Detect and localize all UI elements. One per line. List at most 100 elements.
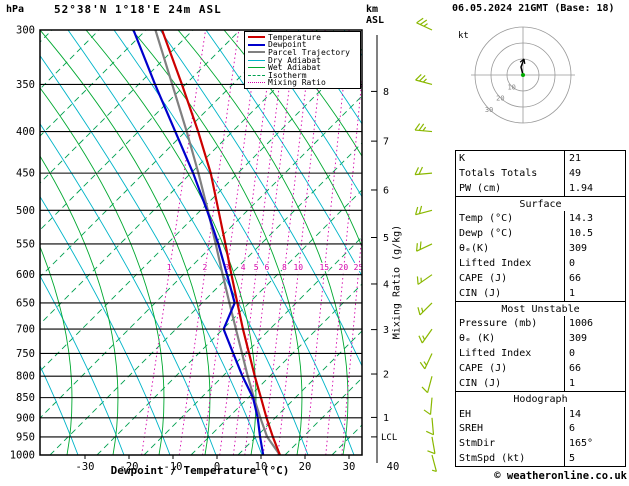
copyright: © weatheronline.co.uk — [494, 470, 627, 482]
mixing-ratio-value: 3 — [225, 263, 230, 272]
legend-item-mixing-ratio: Mixing Ratio — [248, 78, 360, 87]
pressure-unit-label: hPa — [6, 4, 25, 15]
row-value: 165° — [564, 436, 625, 452]
x-axis-label: Dewpoint / Temperature (°C) — [110, 464, 290, 477]
table-section-header-hodograph: Hodograph — [456, 390, 625, 407]
km-tick-label: 8 — [383, 87, 389, 98]
temp-tick-label: 10 — [255, 461, 268, 473]
lcl-label: LCL — [381, 433, 397, 443]
row-value: 49 — [564, 165, 625, 181]
km-asl-axis-label: km ASL — [366, 4, 385, 26]
datetime-title: 06.05.2024 21GMT (Base: 18) — [452, 3, 615, 14]
indices-table: K 21 Totals Totals 49 PW (cm) 1.94 Surface … — [455, 150, 626, 467]
row-label: PW (cm) — [459, 182, 502, 194]
row-value: 0 — [564, 256, 625, 271]
table-row: CAPE (J) 66 — [456, 361, 625, 376]
table-section-header-surface: Surface — [456, 195, 625, 212]
pressure-tick-label: 950 — [16, 431, 35, 443]
row-value: 14 — [564, 406, 625, 422]
km-tick-label: 7 — [383, 137, 389, 148]
legend-item-isotherm: Isotherm — [248, 71, 360, 80]
pressure-tick-label: 1000 — [10, 450, 35, 462]
pressure-tick-label: 500 — [16, 205, 35, 217]
row-value: 1 — [564, 375, 625, 391]
row-label: Lifted Index — [459, 257, 532, 269]
temp-tick-label: 20 — [299, 461, 312, 473]
row-label: K — [459, 152, 466, 164]
row-label: SREH — [459, 423, 484, 435]
row-value: 0 — [564, 346, 625, 362]
row-value: 6 — [564, 421, 625, 437]
mixing-ratio-value: 6 — [265, 263, 270, 272]
table-row: CAPE (J) 66 — [456, 270, 625, 286]
row-label: StmSpd (kt) — [459, 453, 526, 465]
table-row: EH 14 — [456, 406, 625, 422]
dry-adiabat-lines — [40, 30, 362, 455]
pressure-tick-label: 400 — [16, 126, 35, 138]
mixing-ratio-value: 8 — [282, 263, 287, 272]
mixing-ratio-value: 25 — [354, 263, 364, 272]
mixing-ratio-value: 5 — [254, 263, 259, 272]
table-row: Lifted Index 0 — [456, 346, 625, 362]
legend-item-temperature: Temperature — [248, 33, 360, 42]
pressure-tick-label: 700 — [16, 324, 35, 336]
pressure-tick-label: 450 — [16, 168, 35, 180]
table-section-header-most-unstable: Most Unstable — [456, 300, 625, 317]
pressure-tick-label: 350 — [16, 79, 35, 91]
row-value: 21 — [564, 151, 625, 166]
mixing-ratio-line-swatch — [248, 82, 265, 84]
row-value: 66 — [564, 361, 625, 376]
table-row: Totals Totals 49 — [456, 165, 625, 181]
mixing-ratio-axis-label: Mixing Ratio (g/kg) — [391, 224, 403, 340]
legend-item-wet-adiabat: Wet Adiabat — [248, 63, 360, 72]
row-label: CIN (J) — [459, 287, 502, 299]
row-label: CAPE (J) — [459, 362, 508, 374]
pressure-tick-label: 750 — [16, 348, 35, 360]
temp-tick-label: -30 — [76, 461, 95, 473]
row-label: θₑ(K) — [459, 243, 490, 255]
isotherm-lines — [40, 30, 362, 455]
row-label: Dewp (°C) — [459, 228, 514, 240]
pressure-tick-label: 800 — [16, 371, 35, 383]
km-tick-label: 5 — [383, 233, 389, 244]
row-label: Lifted Index — [459, 348, 532, 360]
row-label: θₑ (K) — [459, 333, 496, 345]
row-value: 1.94 — [564, 180, 625, 196]
row-value: 66 — [564, 270, 625, 286]
km-tick-label: 1 — [383, 413, 389, 424]
row-label: Temp (°C) — [459, 213, 514, 225]
hodograph-ring-label: 10 — [507, 83, 515, 91]
hodograph-origin-marker — [521, 73, 525, 77]
row-label: CAPE (J) — [459, 272, 508, 284]
station-title: 52°38'N 1°18'E 24m ASL — [54, 3, 222, 16]
row-label: Totals Totals — [459, 167, 538, 179]
legend-item-dry-adiabat: Dry Adiabat — [248, 56, 360, 65]
mixing-ratio-value: 4 — [241, 263, 246, 272]
table-row: Lifted Index 0 — [456, 256, 625, 271]
hodograph-trace — [520, 58, 525, 76]
table-row: K 21 — [456, 151, 625, 166]
temp-tick-label: 0 — [214, 461, 220, 473]
row-label: Pressure (mb) — [459, 318, 538, 330]
temperature-line-swatch — [248, 36, 265, 39]
pressure-tick-label: 550 — [16, 238, 35, 250]
wind-barbs — [414, 17, 437, 472]
isotherm-line-swatch — [248, 74, 265, 76]
parcel-line-swatch — [248, 51, 265, 54]
table-row: SREH 6 — [456, 421, 625, 437]
pressure-tick-label: 600 — [16, 269, 35, 281]
mixing-ratio-value: 2 — [202, 263, 207, 272]
mixing-ratio-value: 15 — [319, 263, 329, 272]
pressure-tick-label: 650 — [16, 297, 35, 309]
mixing-ratio-lines: 1 2 3 4 5 6 8 10 15 20 25 — [141, 30, 364, 455]
wet-adiabat-line-swatch — [248, 67, 265, 69]
plot-border — [39, 29, 363, 456]
km-tick-label: 4 — [383, 279, 389, 290]
pressure-tick-label: 300 — [16, 25, 35, 37]
table-row: θₑ(K) 309 — [456, 241, 625, 257]
hodograph-ring-label: 20 — [496, 95, 504, 103]
km-axis: 1 2 3 4 5 6 7 8 LCL — [371, 35, 397, 463]
